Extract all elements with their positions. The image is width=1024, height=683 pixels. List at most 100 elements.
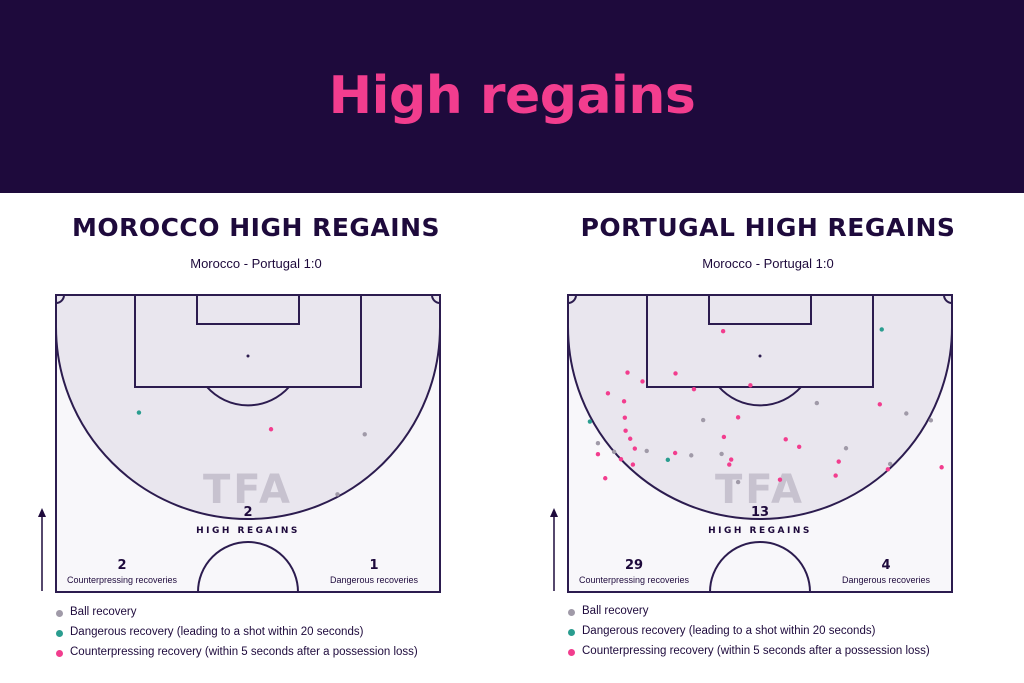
legend-item: Dangerous recovery (leading to a shot wi…	[56, 625, 496, 645]
recovery-point-ball-recovery	[735, 479, 741, 485]
recovery-point-counterpressing-recovery	[939, 465, 944, 470]
dangerous-label: Dangerous recoveries	[842, 575, 931, 585]
recovery-point-ball-recovery	[700, 417, 706, 423]
recovery-point-counterpressing-recovery	[721, 434, 727, 440]
recovery-point-counterpressing-recovery	[623, 428, 628, 433]
legend-label: Counterpressing recovery (within 5 secon…	[582, 645, 930, 657]
dangerous-value: 4	[881, 558, 890, 573]
penalty-spot	[246, 354, 250, 358]
center-circle	[197, 541, 299, 593]
legend-marker-icon	[56, 630, 63, 637]
recovery-point-dangerous-recovery	[587, 419, 593, 424]
recovery-point-ball-recovery	[595, 441, 601, 446]
recovery-point-counterpressing-recovery	[783, 437, 788, 442]
watermark-logo: TFA	[715, 467, 805, 513]
arrow-head-icon	[550, 508, 558, 517]
recovery-point-ball-recovery	[719, 451, 724, 457]
high-regain-arc	[55, 326, 441, 520]
recovery-point-counterpressing-recovery	[729, 457, 734, 462]
legend-item: Ball recovery	[568, 604, 1008, 624]
recovery-point-counterpressing-recovery	[605, 391, 611, 396]
chart-title: MOROCCO HIGH REGAINS	[71, 213, 441, 242]
recovery-point-counterpressing-recovery	[727, 462, 732, 467]
recovery-point-counterpressing-recovery	[672, 450, 678, 456]
recovery-point-counterpressing-recovery	[640, 379, 645, 384]
match-subtitle: Morocco - Portugal 1:0	[702, 256, 834, 271]
high-regains-label: HIGH REGAINS	[196, 526, 300, 536]
legend-marker-icon	[56, 650, 63, 657]
high-regain-zone	[568, 295, 952, 519]
high-regains-label: HIGH REGAINS	[708, 526, 812, 536]
panel-portugal: PORTUGAL HIGH REGAINS Morocco - Portugal…	[512, 193, 1024, 683]
recovery-point-counterpressing-recovery	[796, 444, 802, 449]
legend: Ball recovery Dangerous recovery (leading…	[56, 605, 496, 665]
recovery-point-ball-recovery	[904, 411, 909, 416]
legend-marker-icon	[568, 629, 575, 636]
legend-item: Counterpressing recovery (within 5 secon…	[56, 645, 496, 665]
legend-label: Ball recovery	[582, 605, 649, 617]
high-regain-zone	[56, 295, 440, 519]
recovery-point-counterpressing-recovery	[268, 427, 274, 432]
dangerous-label: Dangerous recoveries	[330, 575, 419, 585]
recovery-point-dangerous-recovery	[879, 327, 884, 332]
recovery-point-counterpressing-recovery	[836, 459, 841, 464]
arrow-head-icon	[38, 508, 46, 517]
recovery-point-counterpressing-recovery	[735, 415, 741, 420]
watermark-logo: TFA	[203, 467, 293, 513]
legend-item: Counterpressing recovery (within 5 secon…	[568, 644, 1008, 664]
recovery-point-ball-recovery	[928, 418, 934, 423]
legend-marker-icon	[568, 609, 575, 616]
legend-label: Dangerous recovery (leading to a shot wi…	[70, 626, 364, 638]
legend: Ball recovery Dangerous recovery (leading…	[568, 604, 1008, 664]
penalty-arc	[206, 386, 290, 407]
recovery-point-ball-recovery	[689, 453, 694, 458]
chart-title: PORTUGAL HIGH REGAINS	[580, 213, 956, 242]
legend-label: Counterpressing recovery (within 5 secon…	[70, 646, 418, 658]
recovery-point-counterpressing-recovery	[595, 451, 601, 457]
counterpressing-value: 29	[625, 558, 643, 573]
recovery-point-ball-recovery	[843, 446, 849, 451]
recovery-point-counterpressing-recovery	[885, 467, 891, 472]
penalty-arc	[718, 386, 802, 407]
legend-marker-icon	[568, 649, 575, 656]
recovery-point-counterpressing-recovery	[603, 476, 608, 481]
high-regains-value: 13	[751, 505, 769, 520]
pitch-border	[567, 294, 953, 593]
recovery-point-counterpressing-recovery	[691, 386, 697, 392]
recovery-point-ball-recovery	[814, 400, 820, 406]
recovery-point-counterpressing-recovery	[632, 446, 638, 451]
dangerous-value: 1	[369, 558, 378, 573]
legend-item: Dangerous recovery (leading to a shot wi…	[568, 624, 1008, 644]
recovery-point-ball-recovery	[644, 448, 649, 454]
panel-morocco: MOROCCO HIGH REGAINS Morocco - Portugal …	[0, 193, 512, 683]
recovery-point-counterpressing-recovery	[777, 477, 783, 482]
recovery-point-counterpressing-recovery	[630, 462, 636, 467]
recovery-point-counterpressing-recovery	[673, 371, 678, 376]
recovery-point-counterpressing-recovery	[833, 473, 838, 478]
recovery-point-counterpressing-recovery	[625, 370, 630, 375]
recovery-point-counterpressing-recovery	[618, 457, 624, 462]
recovery-point-counterpressing-recovery	[621, 399, 627, 404]
counterpressing-label: Counterpressing recoveries	[579, 575, 690, 585]
recovery-point-ball-recovery	[335, 492, 340, 497]
high-regain-arc	[567, 326, 953, 520]
recovery-point-ball-recovery	[887, 461, 893, 467]
recovery-point-counterpressing-recovery	[877, 402, 883, 407]
recovery-point-ball-recovery	[362, 432, 367, 437]
header-banner: High regains	[0, 0, 1024, 193]
legend-item: Ball recovery	[56, 605, 496, 625]
recovery-point-counterpressing-recovery	[720, 329, 726, 334]
pitch-border	[55, 294, 441, 593]
recovery-point-dangerous-recovery	[136, 410, 142, 415]
center-circle	[709, 541, 811, 593]
high-regains-value: 2	[243, 505, 252, 520]
recovery-point-counterpressing-recovery	[748, 383, 753, 388]
legend-label: Ball recovery	[70, 606, 137, 618]
recovery-point-dangerous-recovery	[665, 457, 671, 463]
recovery-point-counterpressing-recovery	[628, 436, 633, 441]
match-subtitle: Morocco - Portugal 1:0	[190, 256, 322, 271]
recovery-point-counterpressing-recovery	[622, 415, 628, 420]
legend-label: Dangerous recovery (leading to a shot wi…	[582, 625, 876, 637]
